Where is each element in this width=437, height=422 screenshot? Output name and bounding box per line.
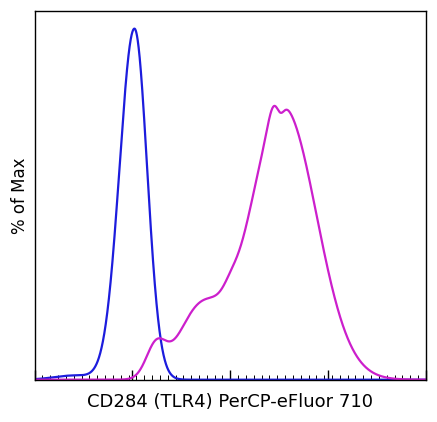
X-axis label: CD284 (TLR4) PerCP-eFluor 710: CD284 (TLR4) PerCP-eFluor 710 [87,393,373,411]
Y-axis label: % of Max: % of Max [11,157,29,234]
